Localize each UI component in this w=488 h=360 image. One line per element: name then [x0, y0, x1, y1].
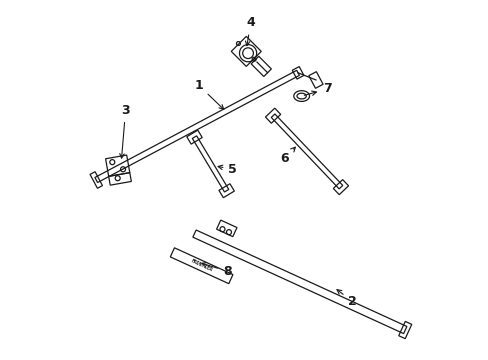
Text: 3: 3: [120, 104, 130, 158]
Text: FRONTIER: FRONTIER: [190, 259, 213, 273]
Text: 2: 2: [336, 289, 356, 308]
Text: 1: 1: [194, 79, 224, 109]
Text: 7: 7: [304, 82, 331, 95]
Text: 5: 5: [218, 163, 237, 176]
Text: 8: 8: [202, 262, 231, 278]
Text: 6: 6: [280, 147, 295, 165]
Text: 4: 4: [245, 17, 255, 46]
